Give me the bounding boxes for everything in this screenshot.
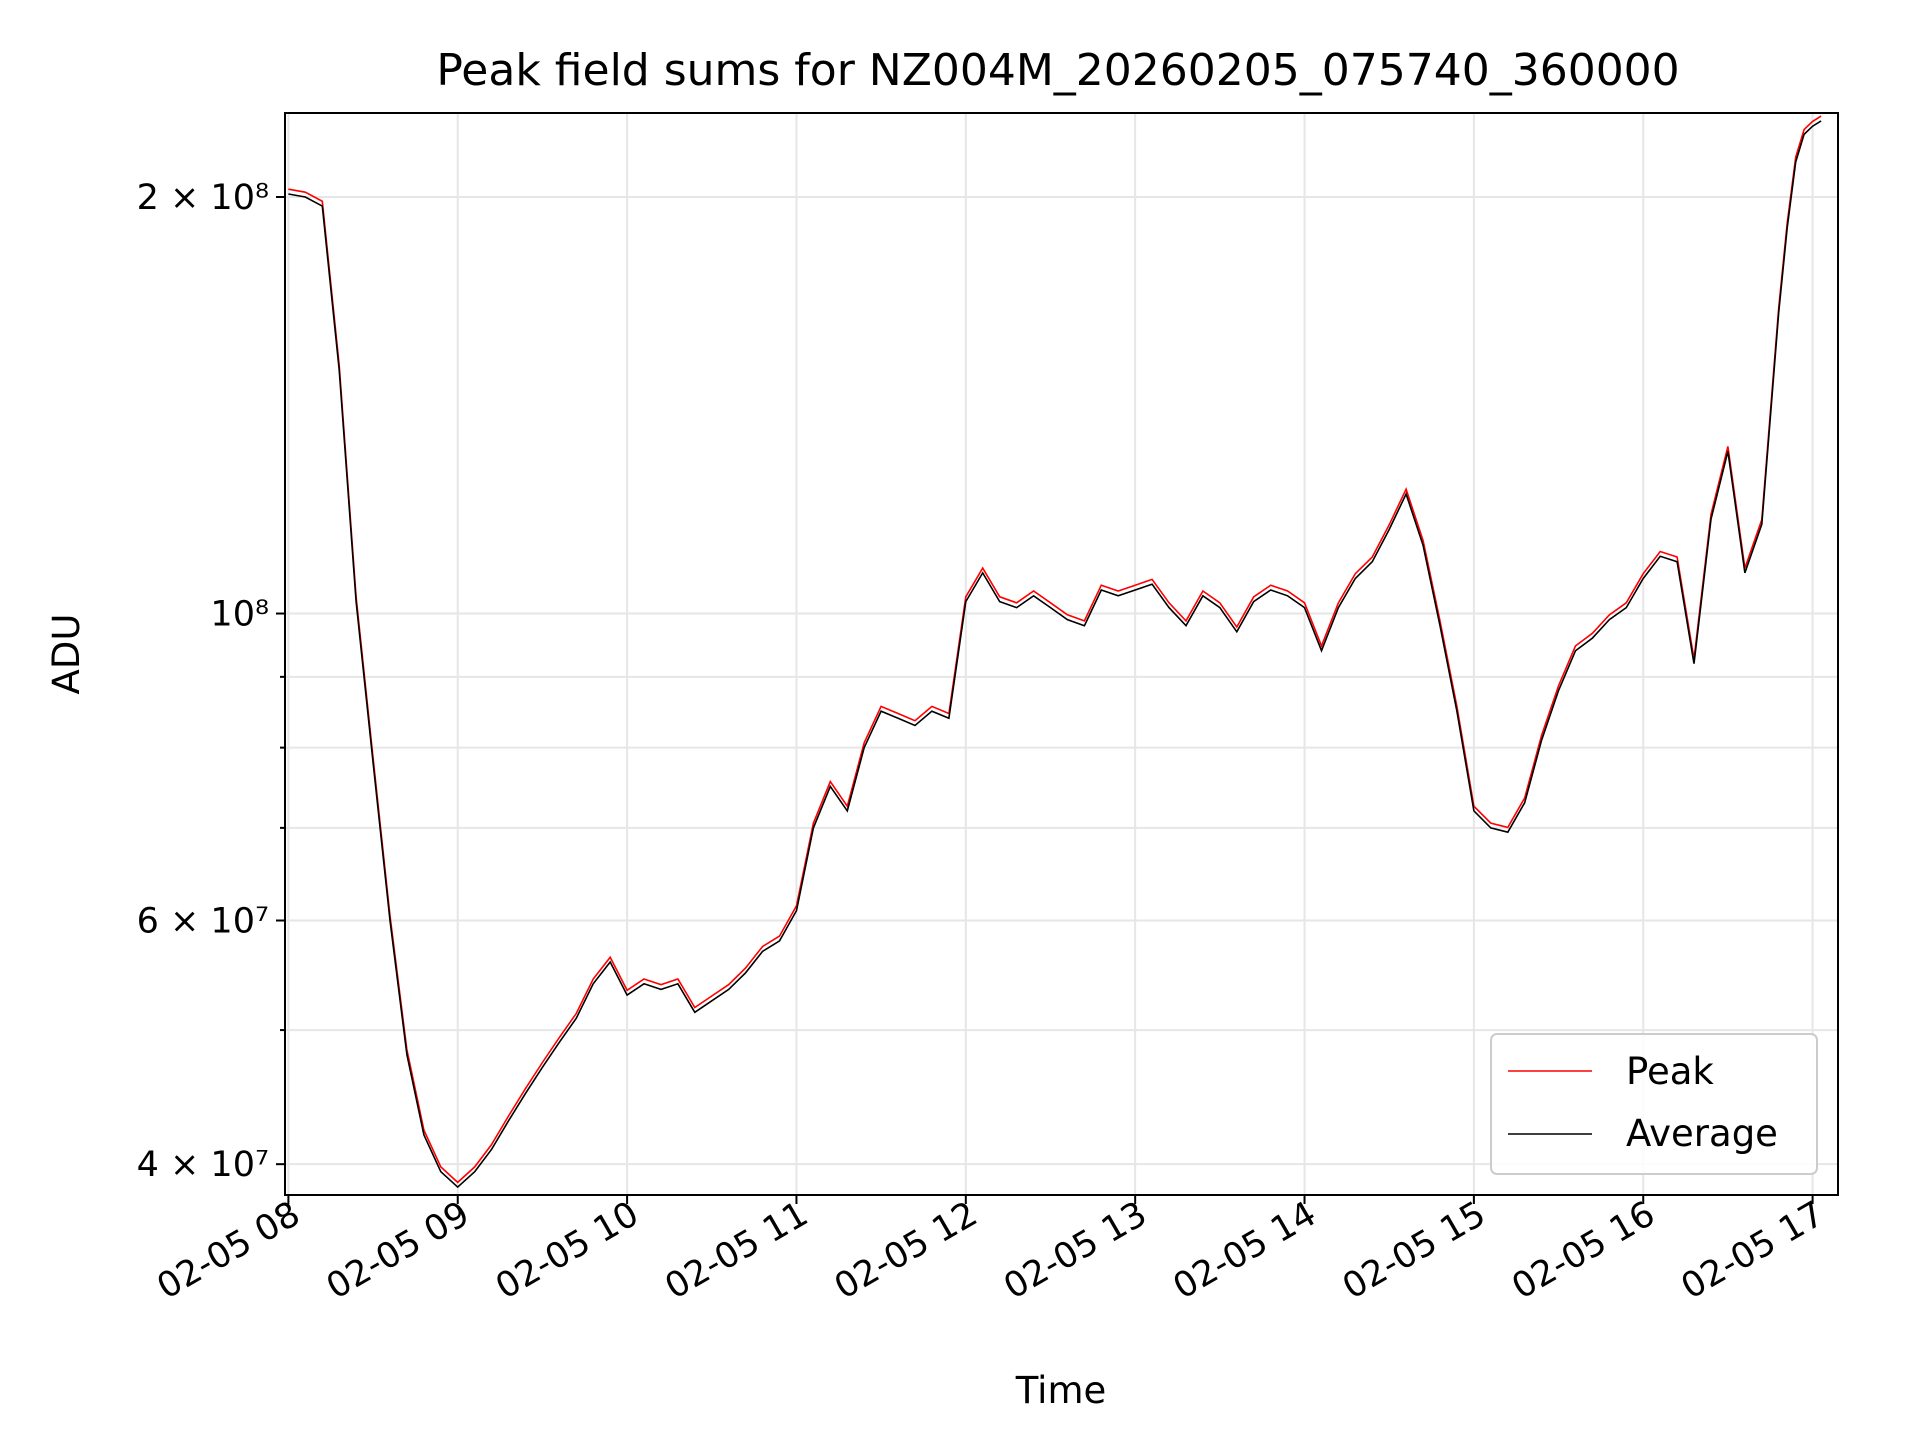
- y-tick-label: 10⁸: [210, 595, 269, 635]
- x-axis-label: Time: [1015, 1369, 1107, 1412]
- y-tick-label: 6 × 10⁷: [137, 902, 269, 942]
- series-line-average: [288, 120, 1822, 1189]
- legend: Peak Average: [1490, 1033, 1818, 1175]
- y-axis-label: ADU: [45, 614, 88, 695]
- plot-area: [285, 113, 1838, 1195]
- y-axis: 4 × 10⁷ 6 × 10⁷ 10⁸ 2 × 10⁸: [137, 178, 285, 1185]
- y-tick-label: 2 × 10⁸: [137, 178, 269, 218]
- chart-title: Peak field sums for NZ004M_20260205_0757…: [436, 45, 1679, 96]
- legend-label-average: Average: [1626, 1112, 1778, 1155]
- grid: [285, 113, 1838, 1195]
- legend-box: [1490, 1033, 1818, 1175]
- y-tick-label: 4 × 10⁷: [137, 1145, 269, 1185]
- legend-label-peak: Peak: [1626, 1050, 1714, 1093]
- series-lines: [288, 115, 1822, 1189]
- plot-frame: [284, 112, 1839, 1196]
- series-line-peak: [288, 115, 1822, 1184]
